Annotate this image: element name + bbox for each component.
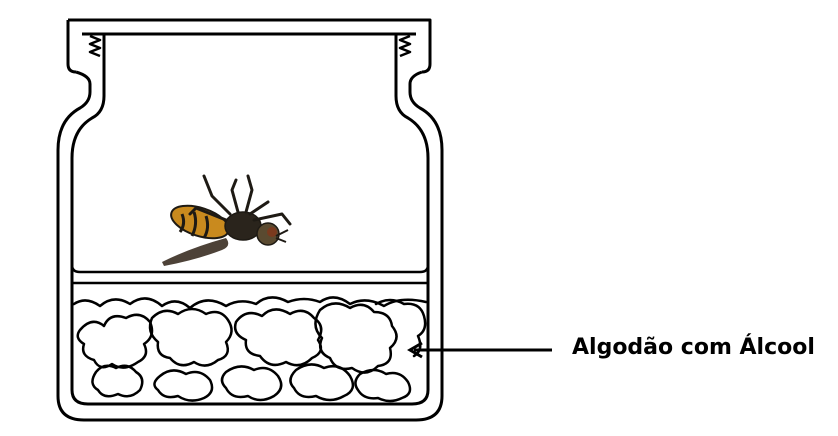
- jar-thread-left: [88, 34, 102, 58]
- jar-lid: [66, 18, 432, 74]
- platform-top-line: [70, 264, 430, 274]
- insect-eye: [267, 227, 277, 237]
- jar-lid-outer-left: [66, 20, 77, 74]
- jar-outer-wall: [56, 70, 444, 422]
- cotton-wool-icon: [72, 296, 428, 403]
- cotton-blob-1: [76, 313, 154, 369]
- insect-antenna: [275, 229, 289, 243]
- cotton-blob-2: [148, 307, 233, 367]
- cotton-top-edge: [72, 296, 428, 310]
- cotton-blob-4: [314, 302, 398, 374]
- cotton-blob-5: [374, 298, 427, 358]
- cotton-blob-3: [233, 308, 323, 367]
- callout-arrow-head: [407, 341, 423, 359]
- dead-fly-icon: [162, 174, 292, 266]
- cotton-blob-9: [289, 363, 355, 402]
- insect-wing: [162, 238, 229, 266]
- cotton-blob-10: [354, 368, 412, 403]
- arrow-left-icon: [407, 341, 552, 359]
- jar-thread-right: [398, 34, 412, 58]
- insect-thorax: [224, 211, 262, 241]
- jar-platform: [70, 264, 430, 285]
- insect-abdomen-stripes: [178, 211, 210, 239]
- cotton-blob-7: [153, 369, 214, 402]
- cotton-blob-6: [91, 364, 144, 398]
- callout-label: Algodão com Álcool: [572, 335, 815, 360]
- jar-body: [56, 34, 444, 422]
- cotton-blob-8: [220, 365, 283, 402]
- jar-inner-wall: [70, 34, 430, 406]
- insect-legs: [188, 174, 292, 226]
- jar-lid-outer: [68, 18, 432, 74]
